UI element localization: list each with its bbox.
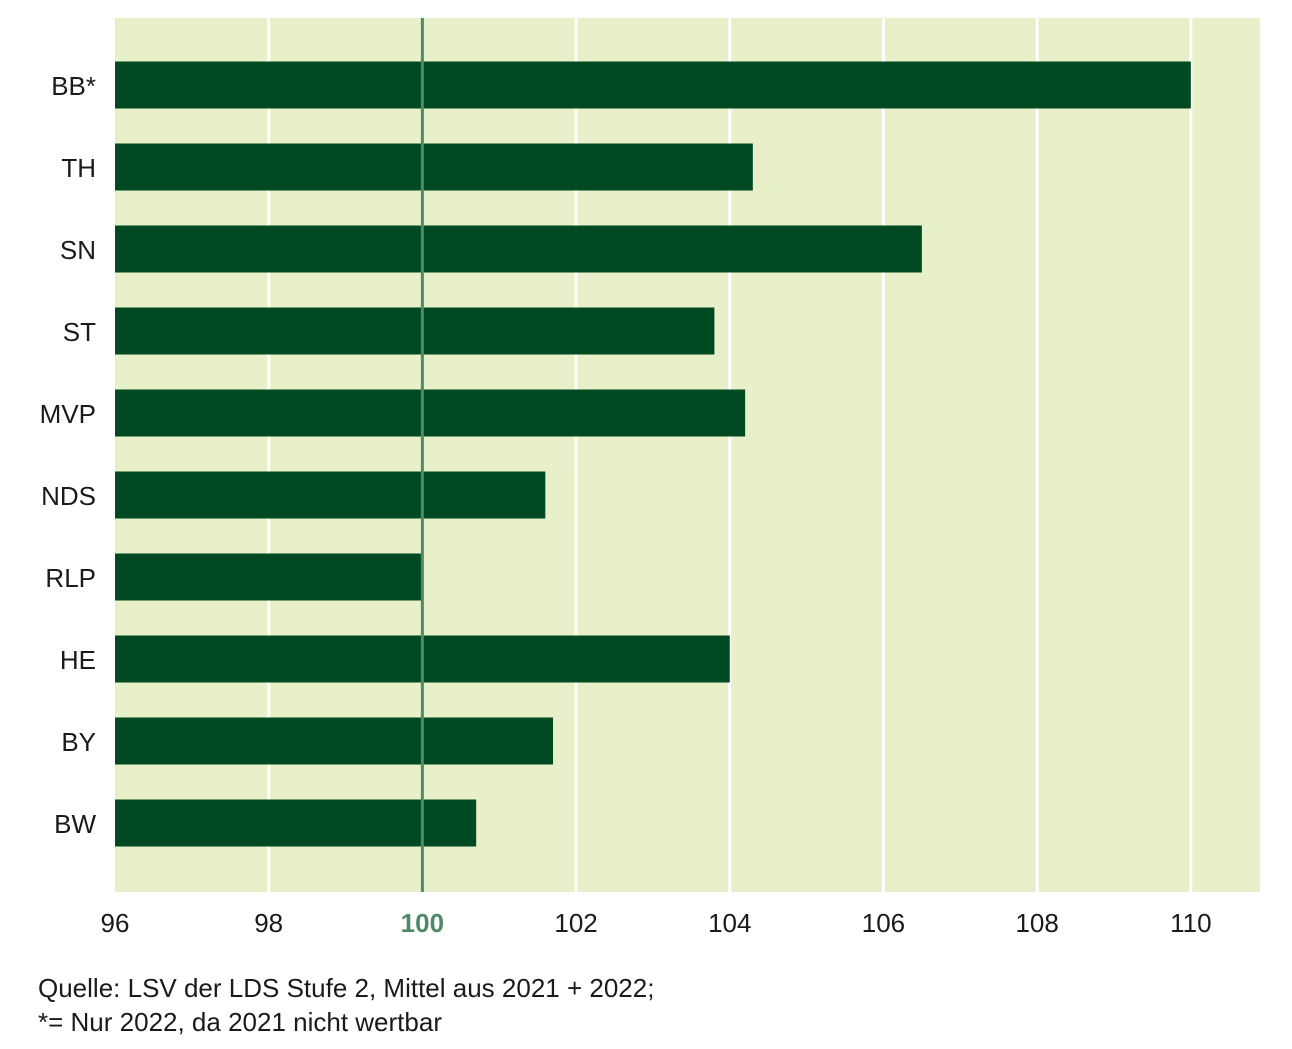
footnote: *= Nur 2022, da 2021 nicht wertbar <box>38 1007 442 1037</box>
bar <box>115 799 477 847</box>
source-note: Quelle: LSV der LDS Stufe 2, Mittel aus … <box>38 973 655 1003</box>
bar-chart: BB* TH SN ST MVP NDS RLP HE BY BW 96 98 100 102 104 106… <box>40 18 1260 938</box>
x-tick-label: 108 <box>1015 908 1058 938</box>
category-label: BW <box>54 809 96 839</box>
bar <box>115 143 753 191</box>
x-tick-label: 98 <box>254 908 283 938</box>
category-label: BY <box>61 727 96 757</box>
x-tick-label: 104 <box>708 908 751 938</box>
category-label: MVP <box>40 399 96 429</box>
bar <box>115 225 922 273</box>
bar <box>115 389 746 437</box>
x-tick-label: 96 <box>101 908 130 938</box>
bar <box>115 717 554 765</box>
bar <box>115 307 715 355</box>
x-tick-label: 106 <box>862 908 905 938</box>
category-label: RLP <box>45 563 96 593</box>
bar <box>115 553 423 601</box>
category-label: BB* <box>51 71 96 101</box>
category-label: ST <box>63 317 96 347</box>
category-label: NDS <box>41 481 96 511</box>
category-label: TH <box>61 153 96 183</box>
bar <box>115 61 1191 109</box>
category-label: SN <box>60 235 96 265</box>
category-label: HE <box>60 645 96 675</box>
bar <box>115 471 546 519</box>
x-tick-label: 110 <box>1170 908 1211 938</box>
x-tick-label: 102 <box>554 908 597 938</box>
x-tick-label: 100 <box>401 908 444 938</box>
